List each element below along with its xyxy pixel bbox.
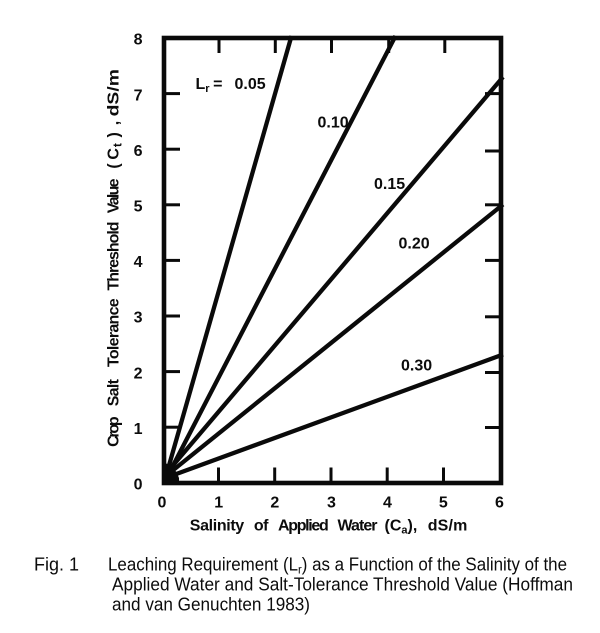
svg-text:Lr=0.05: Lr = 0.05 [196,76,266,95]
svg-text:4: 4 [134,254,143,271]
svg-text:2: 2 [134,365,143,382]
svg-text:and van Genuchten 1983): and van Genuchten 1983) [112,595,310,615]
svg-text:3: 3 [134,310,143,327]
svg-text:0.10: 0.10 [318,115,349,132]
svg-text:(Ca),: (Ca), [385,518,418,537]
svg-text:Salt: Salt [106,378,123,406]
svg-text:of: of [254,518,269,535]
svg-text:6: 6 [495,495,504,512]
svg-text:2: 2 [270,495,279,512]
svg-text:Value: Value [106,178,123,213]
svg-text:8: 8 [134,32,143,49]
svg-text:0: 0 [158,495,167,512]
svg-text:5: 5 [439,495,448,512]
svg-text:Leaching Requirement (Lr) as a: Leaching Requirement (Lr) as a Function … [108,555,567,577]
svg-text:0: 0 [134,477,143,494]
svg-text:0.30: 0.30 [401,358,432,375]
svg-text:1: 1 [214,495,223,512]
svg-text:Tolerance: Tolerance [106,298,123,367]
svg-text:dS/m: dS/m [428,518,468,535]
svg-text:dS/m: dS/m [104,69,122,116]
svg-text:Fig. 1: Fig. 1 [34,555,79,575]
svg-text:Salinity: Salinity [190,518,244,535]
svg-text:(Ct),: (Ct), [106,121,125,169]
svg-text:5: 5 [134,199,143,216]
svg-text:Applied Water and Salt-Toleran: Applied Water and Salt-Tolerance Thresho… [112,575,573,595]
svg-text:1: 1 [134,421,143,438]
svg-text:Water: Water [338,518,378,535]
svg-text:Applied: Applied [278,518,329,535]
svg-text:7: 7 [134,87,143,104]
svg-text:Threshold: Threshold [106,221,123,290]
svg-text:0.15: 0.15 [374,176,405,193]
svg-text:0.20: 0.20 [399,236,430,253]
svg-text:3: 3 [327,495,336,512]
svg-text:Crop: Crop [106,416,123,447]
svg-text:4: 4 [383,495,392,512]
svg-text:6: 6 [134,143,143,160]
